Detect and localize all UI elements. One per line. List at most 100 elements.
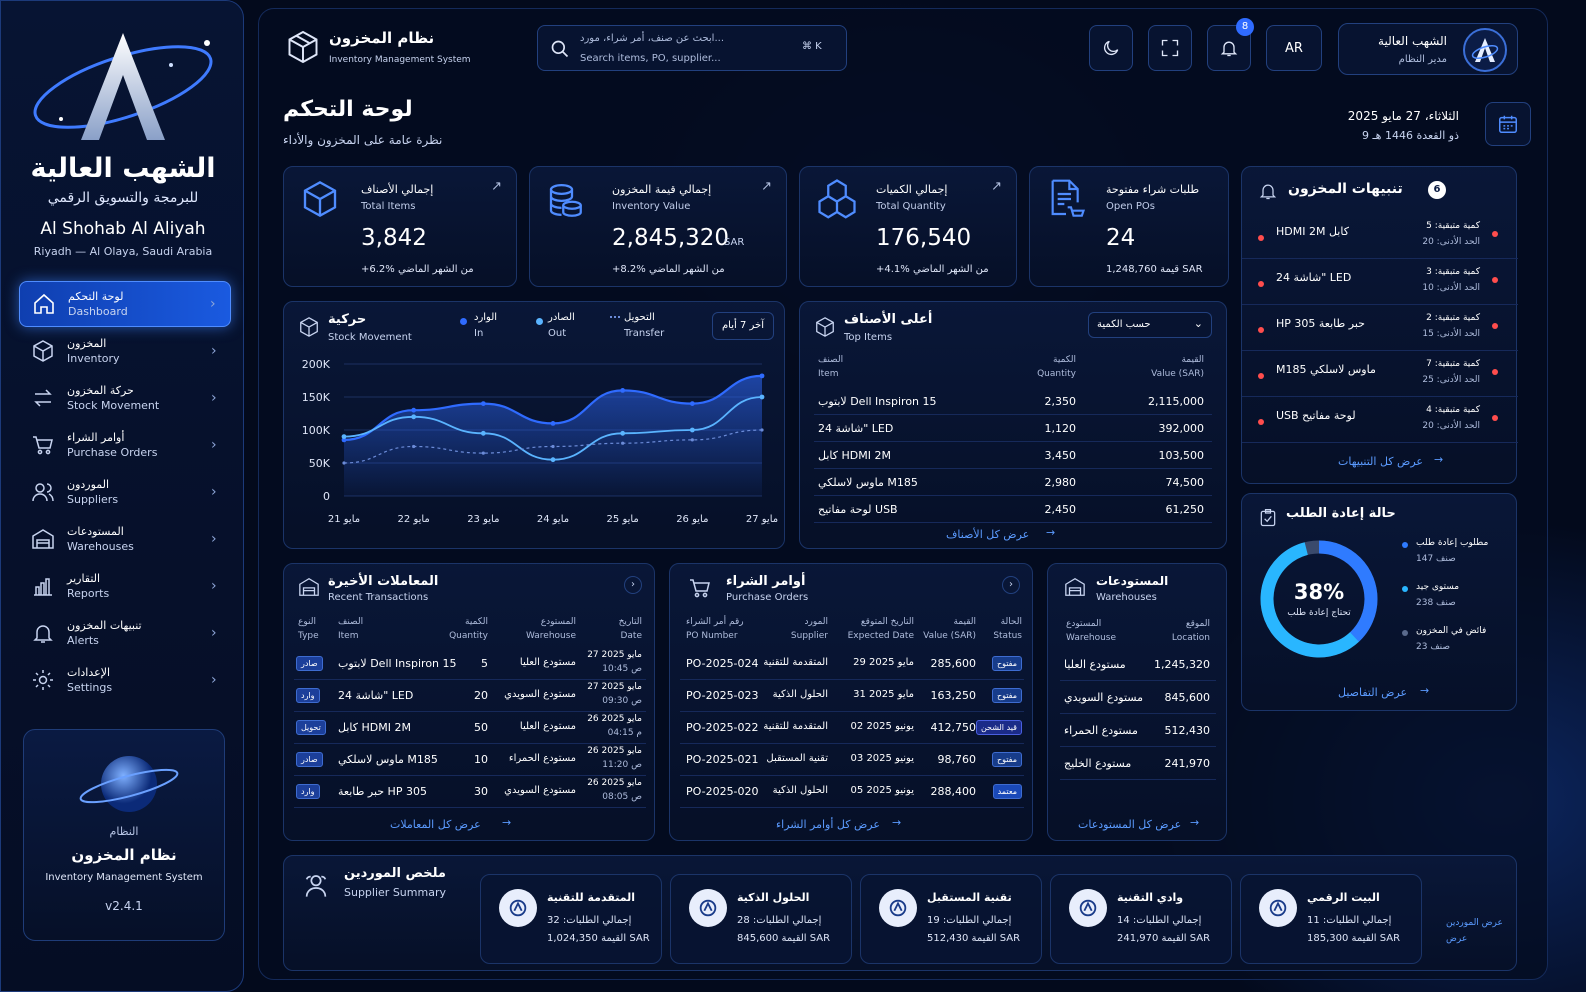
view-all-transactions-link[interactable]: عرض كل المعاملات [390,818,481,831]
data-point[interactable] [620,388,626,393]
sidebar-item-dashboard[interactable]: لوحة التحكم Dashboard › [19,281,231,327]
notifications-button[interactable]: 8 [1207,18,1254,71]
range-select[interactable]: آخر 7 أيام [712,312,774,340]
calendar-button[interactable] [1485,102,1531,146]
data-point[interactable] [551,444,555,449]
open-arrow-icon[interactable]: › [624,576,642,594]
data-point[interactable] [550,457,556,463]
table-row[interactable]: وارد حبر طابعة HP 305 30 مستودع السويدي 26 م… [294,776,646,808]
table-row[interactable]: PO-2025-020 الحلول الذكية 05 يونيو 2025 288… [680,776,1024,808]
user-profile[interactable]: الشهب العالية مدير النظام [1338,23,1518,75]
supplier-card[interactable]: الحلول الذكية إجمالي الطلبات: 28 القيمة 84… [670,874,852,964]
supplier-card[interactable]: وادي التقنية إجمالي الطلبات: 14 القيمة 241… [1050,874,1232,964]
alert-row[interactable]: M185 ماوس لاسلكي كمية متبقية: 7 الحد الأدن… [1242,351,1518,397]
table-row[interactable]: ماوس لاسلكي M185 2,980 74,500 [814,469,1212,496]
table-row[interactable]: PO-2025-022 المتقدمة للتقنية 02 يونيو 2025… [680,712,1024,744]
data-point[interactable] [759,394,765,400]
fullscreen-button[interactable] [1148,25,1192,71]
promo-subtitle: Inventory Management System [45,872,203,883]
notification-count-badge: 8 [1236,18,1254,36]
alert-item-name: M185 ماوس لاسلكي [1276,363,1376,376]
alert-minimum: الحد الأدنى: 25 [1422,375,1480,385]
data-point[interactable] [411,414,417,420]
view-suppliers-link[interactable]: عرض الموردين [1446,918,1503,928]
language-button[interactable]: AR [1266,25,1322,71]
table-row[interactable]: لوحة مفاتيح USB 2,450 61,250 [814,496,1212,523]
table-row[interactable]: وارد شاشة 24" LED 20 مستودع السويدي 27 مايو … [294,680,646,712]
data-point[interactable] [759,373,765,379]
column-header-en: Warehouse [525,631,576,641]
page-title: لوحة التحكم [283,97,413,122]
theme-toggle-button[interactable] [1089,25,1133,71]
alert-row[interactable]: HDMI 2M كابل كمية متبقية: 5 الحد الأدنى: 2… [1242,213,1518,259]
kpi-card-total-items[interactable]: إجمالي الأصناف Total Items ↗ 3,842 +6.2%… [283,166,517,287]
data-point[interactable] [411,407,417,413]
supplier-card[interactable]: تقنية المستقبل إجمالي الطلبات: 19 القيمة 5… [860,874,1042,964]
supplier-card[interactable]: البيت الرقمي إجمالي الطلبات: 11 القيمة 185… [1240,874,1422,964]
alert-row[interactable]: HP 305 حبر طابعة كمية متبقية: 2 الحد الأدن… [1242,305,1518,351]
data-point[interactable] [342,461,346,465]
data-point[interactable] [550,421,556,426]
table-row[interactable]: صادر لابتوب Dell Inspiron 15 5 مستودع العلي… [294,648,646,680]
column-header: الصنف [338,617,364,627]
alert-row[interactable]: USB لوحة مفاتيح كمية متبقية: 4 الحد الأدنى… [1242,397,1518,443]
table-row[interactable]: مستودع الخليج 241,970 [1060,747,1216,780]
kpi-card-total-quantity[interactable]: إجمالي الكميات Total Quantity ↗ 176,540 … [799,166,1017,287]
table-row[interactable]: كابل HDMI 2M 3,450 103,500 [814,442,1212,469]
data-point[interactable] [689,401,695,406]
table-row[interactable]: شاشة 24" LED 1,120 392,000 [814,415,1212,442]
alert-item-name: HP 305 حبر طابعة [1276,317,1365,330]
open-arrow-icon[interactable]: ↗ [491,179,502,194]
data-point[interactable] [412,444,416,449]
sidebar-item-suppliers[interactable]: الموردون Suppliers › [19,469,231,515]
transactions-subtitle: Recent Transactions [328,592,429,603]
table-row[interactable]: صادر ماوس لاسلكي M185 10 مستودع الحمراء 26 م… [294,744,646,776]
table-row[interactable]: PO-2025-024 المتقدمة للتقنية 29 مايو 2025 2… [680,648,1024,680]
open-arrow-icon[interactable]: ↗ [761,179,772,194]
alert-row[interactable]: شاشة 24" LED كمية متبقية: 3 الحد الأدنى: 1… [1242,259,1518,305]
sidebar-item-warehouses[interactable]: المستودعات Warehouses › [19,516,231,562]
sidebar-item-stock-movement[interactable]: حركة المخزون Stock Movement › [19,375,231,421]
table-row[interactable]: مستودع العليا 1,245,320 [1060,648,1216,681]
boxes-icon [816,177,858,223]
sidebar-item-inventory[interactable]: المخزون Inventory › [19,328,231,374]
table-row[interactable]: لابتوب Dell Inspiron 15 2,350 2,115,000 [814,388,1212,415]
data-point[interactable] [480,401,486,406]
kpi-card-open-pos[interactable]: طلبات شراء مفتوحة Open POs 24 قيمة 1,248… [1029,166,1229,287]
arrow-right-icon: → [892,816,902,829]
supplier-order-count: إجمالي الطلبات: 28 [737,915,822,926]
data-point[interactable] [760,428,764,432]
view-all-po-link[interactable]: عرض كل أوامر الشراء [776,818,880,831]
data-point[interactable] [341,437,347,443]
view-details-link[interactable]: عرض التفاصيل [1338,686,1408,699]
table-row[interactable]: مستودع السويدي 845,600 [1060,681,1216,714]
data-point[interactable] [690,438,694,442]
sort-select[interactable]: حسب الكمية ⌄ [1088,312,1212,338]
table-row[interactable]: PO-2025-021 تقنية المستقبل 03 يونيو 2025 98… [680,744,1024,776]
data-point[interactable] [481,451,485,455]
transaction-time: 10:45 ص [602,664,642,674]
table-row[interactable]: PO-2025-023 الحلول الذكية 31 مايو 2025 163,… [680,680,1024,712]
data-point[interactable] [341,434,347,439]
table-row[interactable]: تحويل كابل HDMI 2M 50 مستودع العليا 26 مايو … [294,712,646,744]
supplier-card[interactable]: المتقدمة للتقنية إجمالي الطلبات: 32 القيمة… [480,874,662,964]
table-row[interactable]: مستودع الحمراء 512,430 [1060,714,1216,747]
data-point[interactable] [689,427,695,433]
data-point[interactable] [480,430,486,436]
sidebar-item-reports[interactable]: التقارير Reports › [19,563,231,609]
search-input[interactable]: ابحث عن صنف، أمر شراء، مورد... Search it… [537,25,847,71]
kpi-card-inventory-value[interactable]: إجمالي قيمة المخزون Inventory Value ↗ 2,… [529,166,787,287]
data-point[interactable] [621,441,625,445]
open-arrow-icon[interactable]: ↗ [991,179,1002,194]
sidebar-item-purchase-orders[interactable]: أوامر الشراء Purchase Orders › [19,422,231,468]
view-all-alerts-link[interactable]: عرض كل التنبيهات [1338,455,1423,468]
warehouse-value: 512,430 [1164,724,1211,737]
open-arrow-icon[interactable]: › [1002,576,1020,594]
sidebar-item-alerts[interactable]: تنبيهات المخزون Alerts › [19,610,231,656]
view-link[interactable]: عرض [1446,934,1468,944]
transaction-type-badge: صادر [296,656,323,671]
data-point[interactable] [620,430,626,436]
view-all-warehouses-link[interactable]: عرض كل المستودعات [1078,818,1182,831]
sidebar-item-settings[interactable]: الإعدادات Settings › [19,657,231,703]
view-all-items-link[interactable]: عرض كل الأصناف [946,528,1030,541]
